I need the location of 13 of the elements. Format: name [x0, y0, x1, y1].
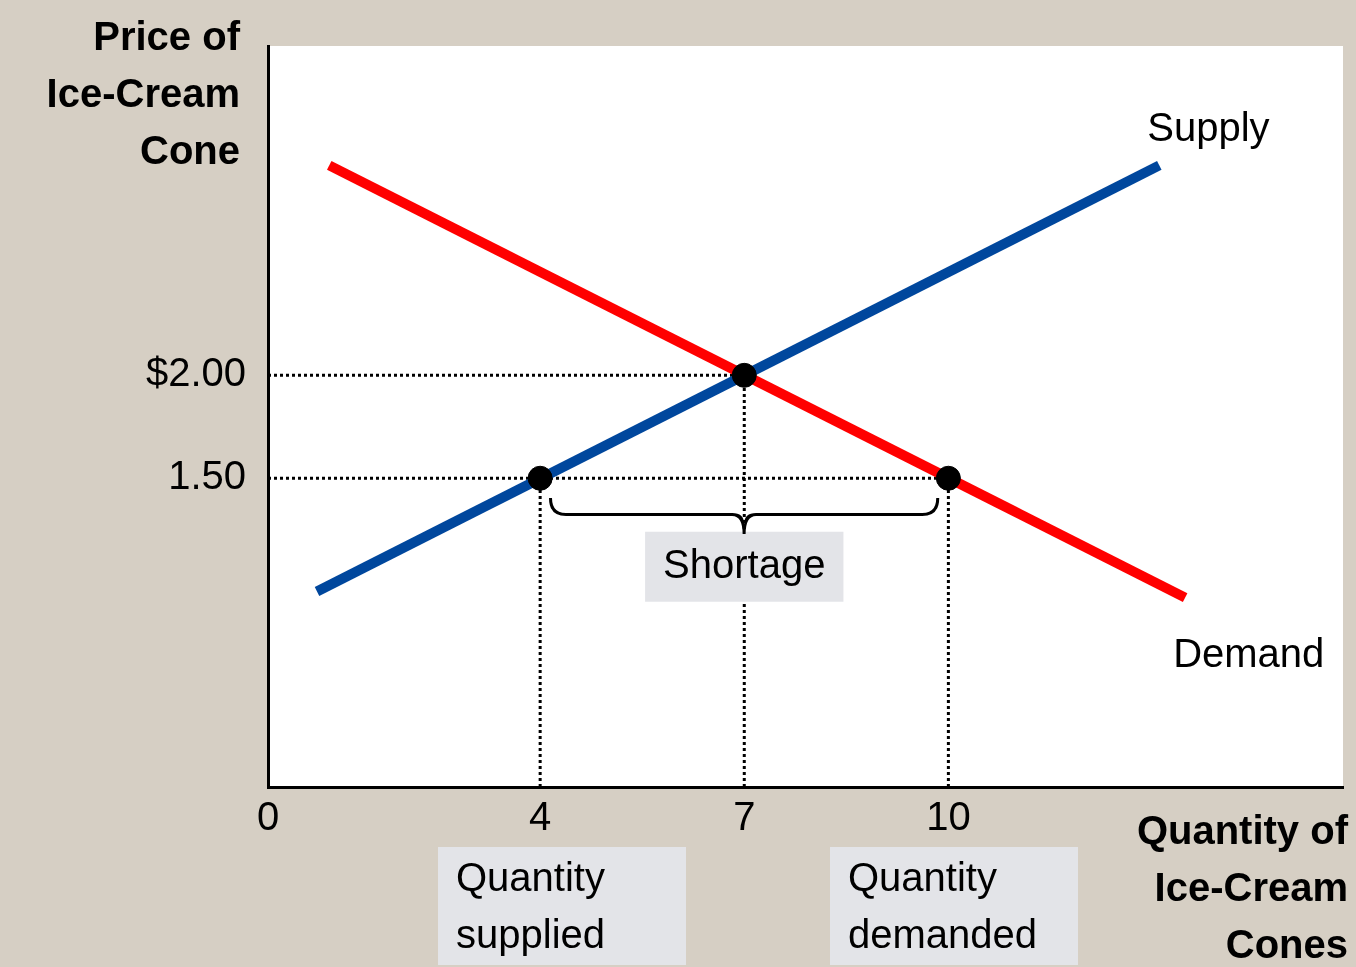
x-tick-label: 7 — [733, 794, 756, 839]
y-tick-label: $2.00 — [145, 350, 246, 395]
series-label: Demand — [1173, 630, 1325, 675]
annotation: Shortage — [663, 541, 826, 586]
y-tick-label: 1.50 — [168, 453, 246, 498]
text: Quantity supplied — [456, 855, 606, 956]
y-axis-title: Price of Ice-Cream Cone — [46, 14, 240, 172]
text: Quantity demanded — [848, 855, 1038, 956]
x-tick-label: 4 — [529, 794, 552, 839]
x-axis-title: Quantity of Ice-Cream Cones — [1136, 808, 1348, 966]
x-tick-label: 0 — [256, 794, 280, 839]
series-label: Supply — [1147, 105, 1270, 150]
x-tick-label: 10 — [926, 794, 971, 839]
